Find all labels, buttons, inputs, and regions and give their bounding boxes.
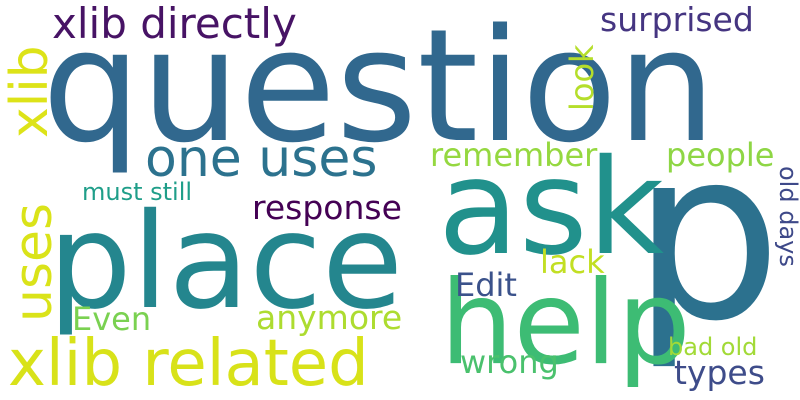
- word-types: types: [674, 356, 765, 389]
- word-look: look: [566, 44, 598, 111]
- word-even: Even: [72, 303, 151, 335]
- word-anymore: anymore: [256, 301, 402, 334]
- word-xlib-directly: xlib directly: [52, 3, 297, 45]
- word-lack: lack: [540, 246, 605, 278]
- word-remember: remember: [430, 139, 597, 171]
- word-wrong: wrong: [460, 346, 559, 378]
- word-xlib-vertical: xlib: [4, 45, 56, 138]
- word-uses-vertical: uses: [8, 203, 60, 322]
- word-people: people: [666, 139, 774, 171]
- word-xlib-related: xlib related: [8, 332, 369, 396]
- word-must-still: must still: [82, 180, 192, 204]
- word-edit: Edit: [455, 269, 517, 301]
- word-old-days: old days: [776, 166, 800, 267]
- word-surprised: surprised: [600, 3, 754, 36]
- word-response: response: [252, 191, 402, 224]
